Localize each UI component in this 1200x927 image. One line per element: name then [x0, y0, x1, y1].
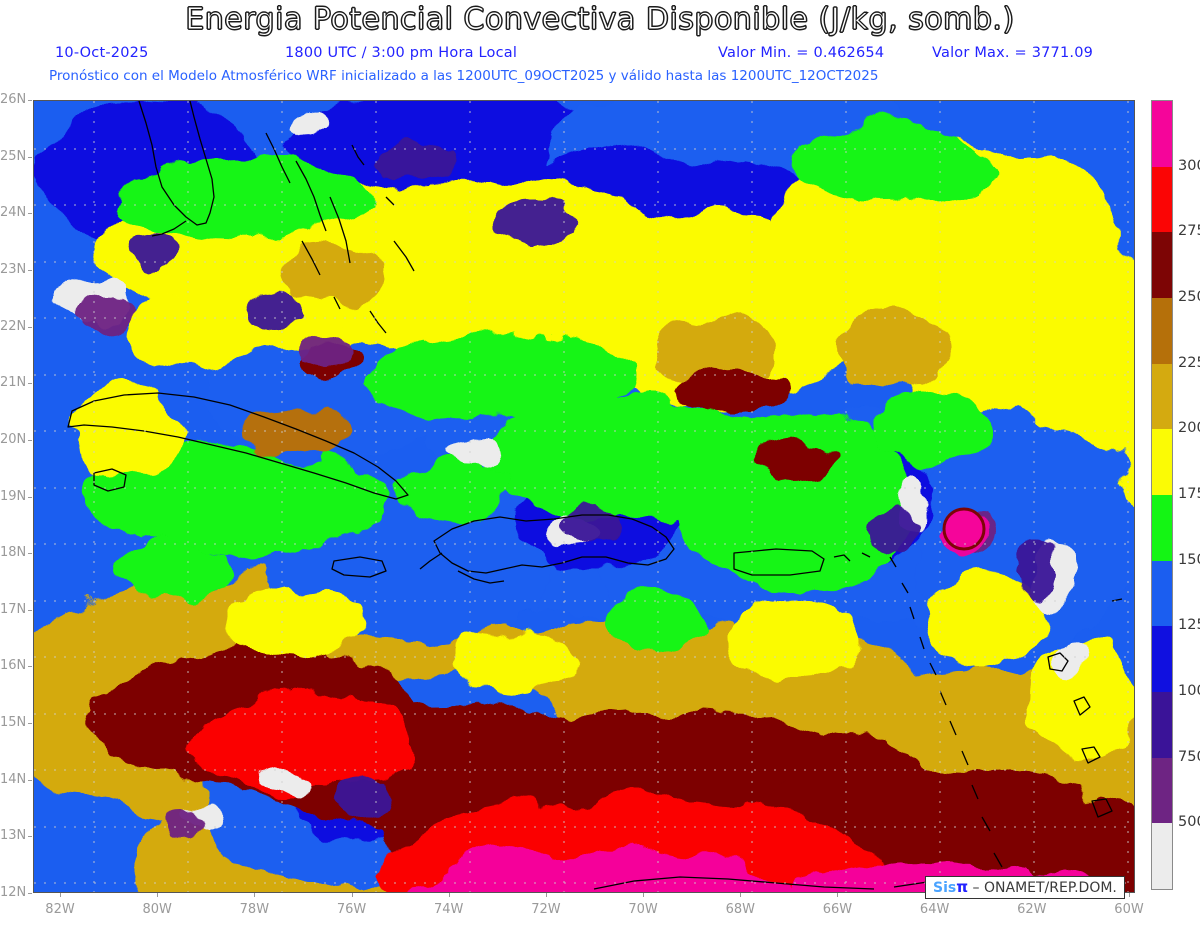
longitude-tick-label: 72W — [531, 902, 561, 917]
longitude-tick-label: 68W — [725, 902, 755, 917]
page-title: Energia Potencial Convectiva Disponible … — [185, 2, 1015, 38]
latitude-tick-label: 26N — [0, 92, 27, 107]
colorbar-band — [1152, 166, 1172, 233]
latitude-tick — [28, 269, 32, 271]
colorbar-tick-label: 1500 — [1178, 551, 1200, 568]
latitude-tick-label: 12N — [0, 885, 27, 900]
longitude-tick — [837, 893, 839, 897]
longitude-tick-label: 74W — [434, 902, 464, 917]
longitude-tick — [448, 893, 450, 897]
latitude-tick — [28, 383, 32, 385]
colorbar-tick-label: 2250 — [1178, 354, 1200, 371]
colorbar-band — [1152, 626, 1172, 692]
longitude-tick — [740, 893, 742, 897]
colorbar-band — [1152, 429, 1172, 495]
latitude-tick — [28, 723, 32, 725]
latitude-tick — [28, 156, 32, 158]
latitude-tick-label: 22N — [0, 318, 27, 334]
colorbar-tick-label: 1750 — [1178, 486, 1200, 502]
longitude-tick-label: 66W — [822, 902, 853, 917]
latitude-tick — [28, 439, 32, 441]
map-plot-area[interactable] — [33, 100, 1135, 893]
colorbar-band — [1152, 757, 1172, 824]
colorbar-tick-label: 2000 — [1178, 420, 1200, 437]
latitude-tick-label: 17N — [0, 601, 27, 617]
agency-label: – ONAMET/REP.DOM. — [972, 880, 1117, 896]
latitude-tick — [28, 326, 32, 328]
latitude-tick-label: 14N — [0, 771, 27, 787]
cape-contour-field — [34, 101, 1134, 892]
longitude-tick-label: 76W — [336, 902, 367, 917]
colorbar-band — [1152, 823, 1172, 889]
longitude-tick-label: 64W — [919, 902, 950, 917]
latitude-tick-label: 13N — [0, 828, 27, 844]
value-max-label: Valor Max. = 3771.09 — [932, 45, 1094, 61]
colorbar-band — [1152, 232, 1172, 298]
longitude-tick — [60, 893, 61, 897]
latitude-tick-label: 18N — [0, 545, 27, 561]
coastlines-layer — [67, 101, 1123, 890]
longitude-tick — [1129, 893, 1130, 897]
value-min-label: Valor Min. = 0.462654 — [718, 45, 885, 61]
longitude-tick-label: 80W — [142, 902, 172, 917]
pi-icon: π — [956, 878, 969, 896]
latitude-tick — [28, 496, 32, 498]
colorbar-tick-label: 750 — [1178, 748, 1200, 765]
latitude-tick-label: 15N — [0, 715, 27, 731]
latitude-tick — [28, 779, 32, 781]
latitude-tick — [28, 213, 32, 215]
latitude-tick — [28, 666, 32, 668]
longitude-tick — [351, 893, 353, 897]
longitude-tick — [157, 893, 159, 897]
colorbar-band — [1152, 494, 1172, 561]
colorbar-band — [1152, 101, 1172, 167]
colorbar-band — [1152, 297, 1172, 364]
forecast-time: 1800 UTC / 3:00 pm Hora Local — [285, 45, 518, 61]
grid-lines — [34, 101, 1134, 892]
latitude-tick-label: 21N — [0, 375, 27, 391]
colorbar-band — [1152, 560, 1172, 627]
latitude-tick — [28, 893, 32, 894]
longitude-tick-label: 70W — [628, 902, 658, 917]
latitude-tick-label: 25N — [0, 148, 27, 164]
latitude-tick-label: 24N — [0, 205, 27, 221]
colorbar[interactable] — [1151, 100, 1173, 890]
latitude-tick — [28, 100, 32, 101]
model-description: Pronóstico con el Modelo Atmosférico WRF… — [49, 68, 879, 84]
maximum-value-cell — [944, 509, 984, 549]
colorbar-tick-label: 500 — [1178, 814, 1200, 831]
longitude-tick-label: 62W — [1017, 902, 1047, 917]
longitude-tick-label: 82W — [45, 902, 75, 917]
colorbar-tick-label: 1000 — [1178, 683, 1200, 699]
colorbar-band — [1152, 691, 1172, 758]
attribution-badge: Sisπ – ONAMET/REP.DOM. — [925, 876, 1125, 899]
colorbar-band — [1152, 363, 1172, 430]
latitude-tick — [28, 553, 32, 555]
latitude-tick-label: 19N — [0, 488, 27, 504]
longitude-tick — [643, 893, 645, 897]
latitude-tick — [28, 609, 32, 611]
longitude-tick-label: 60W — [1114, 902, 1144, 917]
longitude-tick — [254, 893, 256, 897]
longitude-tick — [545, 893, 547, 897]
latitude-tick-label: 16N — [0, 658, 27, 674]
latitude-tick-label: 20N — [0, 431, 27, 447]
colorbar-tick-label: 3000 — [1178, 157, 1200, 174]
forecast-date: 10-Oct-2025 — [55, 45, 149, 61]
sis-label: Sis — [933, 880, 957, 896]
colorbar-tick-label: 1250 — [1178, 617, 1200, 634]
longitude-tick-label: 78W — [239, 902, 270, 917]
colorbar-tick-label: 2500 — [1178, 289, 1200, 305]
latitude-tick-label: 23N — [0, 261, 27, 277]
colorbar-tick-label: 2750 — [1178, 223, 1200, 240]
latitude-tick — [28, 836, 32, 838]
